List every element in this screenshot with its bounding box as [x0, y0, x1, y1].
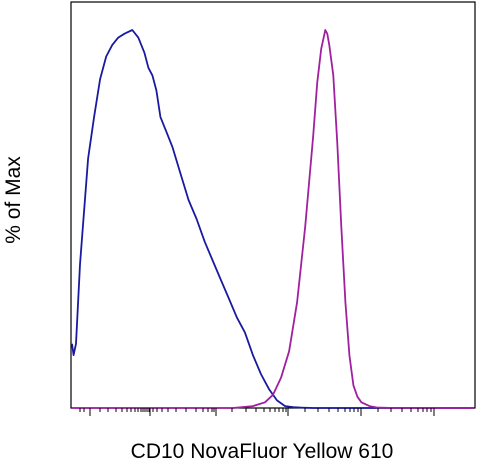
series-layer [71, 29, 474, 409]
y-axis-title: % of Max [2, 156, 25, 244]
plot-frame [70, 1, 476, 409]
x-axis-ticks [79, 408, 435, 416]
x-axis-title: CD10 NovaFluor Yellow 610 [131, 440, 394, 463]
histogram-series-2 [72, 29, 474, 409]
histogram-series-1 [71, 29, 474, 409]
